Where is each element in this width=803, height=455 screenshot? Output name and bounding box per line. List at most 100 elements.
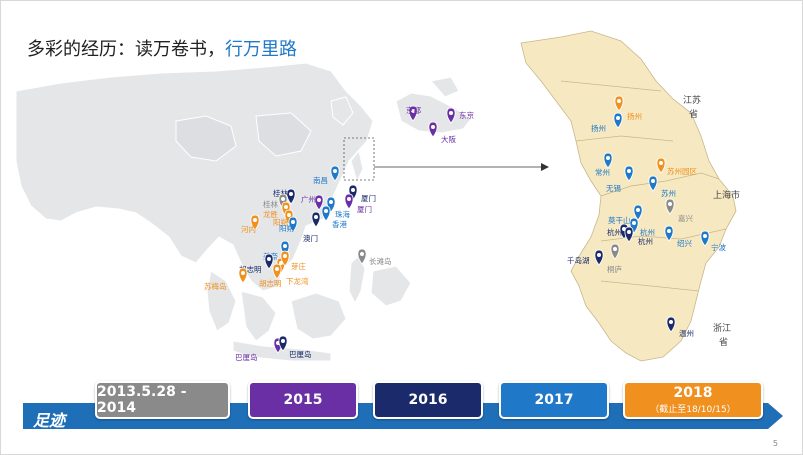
pin-label: 厦门 — [361, 194, 376, 203]
map-pin-icon — [624, 165, 634, 182]
map-pin-icon — [278, 335, 288, 352]
pin-hanoi: 河内 — [241, 214, 260, 234]
year-2018[interactable]: 2018 （截止至18/10/15） — [623, 381, 763, 419]
map-pin-icon — [408, 105, 418, 122]
pin-label: 无锡 — [606, 184, 621, 193]
pin-wenzhou: 温州 — [666, 316, 694, 338]
pin-label: 苏州园区 — [667, 166, 697, 176]
pin-label: 巴厘岛 — [235, 352, 258, 362]
pin-hcmc1: 胡志明 — [239, 253, 274, 274]
pin-xiamen2: 厦门 — [344, 193, 372, 214]
pin-label: 绍兴 — [677, 238, 692, 248]
pin-hongkong: 香港 — [321, 205, 347, 229]
label-jiangsu-sheng: 省 — [689, 108, 698, 120]
year-2015[interactable]: 2015 — [248, 381, 358, 419]
map-pin-icon — [666, 316, 676, 333]
year-2016-label: 2016 — [408, 392, 448, 408]
timeline: 足迹 2013.5.28 - 2014 2015 2016 2017 2018 … — [23, 381, 783, 433]
map-pin-icon — [665, 198, 675, 215]
pin-label: 下龙湾 — [286, 276, 309, 286]
pin-wuxi: 无锡 — [606, 165, 634, 193]
pin-jiaxing: 嘉兴 — [665, 198, 693, 223]
map-pin-icon — [288, 216, 298, 233]
title-accent: 行万里路 — [225, 39, 297, 60]
map-pin-icon — [272, 263, 282, 280]
pin-label: 阳朔 — [273, 217, 288, 227]
year-2017[interactable]: 2017 — [499, 381, 609, 419]
title-main: 多彩的经历：读万卷书， — [27, 39, 225, 60]
map-pin-icon — [624, 226, 634, 243]
label-jiangsu: 江苏 — [683, 94, 701, 106]
pin-yangzhou1: 扬州 — [614, 95, 642, 121]
pins-layer: 京都东京大阪南昌厦门厦门桂林桂林广州龙胜珠海香港澳门阳朔阳朔河内长滩岛美奈胡志明… — [204, 95, 726, 362]
pin-moganshan: 莫干山 — [608, 204, 643, 225]
year-2018-label: 2018 — [673, 385, 713, 401]
pin-label: 珠海 — [335, 209, 350, 219]
asia-map — [15, 62, 472, 362]
map-pin-icon — [594, 249, 604, 266]
map-pin-icon — [321, 205, 331, 222]
pin-label: 京都 — [406, 105, 421, 115]
year-2015-label: 2015 — [283, 392, 323, 408]
pin-label: 嘉兴 — [678, 213, 693, 223]
map-pin-icon — [357, 248, 367, 265]
map-pin-icon — [700, 230, 710, 247]
pin-label: 宁波 — [711, 242, 726, 252]
map-pin-icon — [238, 267, 248, 284]
pin-label: 桐庐 — [607, 264, 622, 274]
pin-label: 常州 — [595, 168, 610, 177]
pin-label: 香港 — [332, 219, 347, 229]
map-pin-icon — [664, 225, 674, 242]
map-pin-icon — [656, 157, 666, 174]
pin-label: 胡志明 — [239, 264, 262, 274]
pin-ningbo: 宁波 — [700, 230, 726, 252]
pin-label: 扬州 — [627, 111, 642, 121]
map-pin-icon — [311, 211, 321, 228]
pin-label: 温州 — [679, 329, 694, 338]
pin-sumeidao: 苏梅岛 — [204, 267, 248, 291]
slide-title: 多彩的经历：读万卷书，行万里路 — [27, 35, 297, 61]
pin-label: 胡志明 — [259, 278, 282, 288]
year-2016[interactable]: 2016 — [373, 381, 483, 419]
pin-changtan: 长滩岛 — [357, 248, 392, 266]
map-pin-icon — [280, 250, 290, 267]
pin-suzhou: 苏州 — [648, 175, 676, 198]
map-pin-icon — [344, 193, 354, 210]
pin-bali2: 巴厘岛 — [278, 335, 312, 359]
pin-yazhuang: 芽庄 — [280, 250, 306, 271]
year-2018-sub: （截止至18/10/15） — [650, 405, 736, 415]
timeline-label: 足迹 — [33, 411, 66, 430]
pin-label: 广州 — [301, 194, 316, 204]
jiangsu-zhejiang-map — [520, 30, 737, 362]
pin-nanchang: 南昌 — [313, 165, 340, 185]
pin-label: 长滩岛 — [369, 256, 392, 266]
label-zhejiang: 浙江 — [713, 322, 731, 334]
pin-label: 杭州 — [640, 227, 655, 237]
pin-label: 杭州 — [607, 227, 622, 237]
pin-guilin1: 桂林 — [273, 188, 296, 205]
pin-hangzhou3: 杭州 — [624, 226, 653, 246]
pin-label: 苏州 — [661, 188, 676, 198]
pin-label: 桂林 — [263, 199, 278, 209]
pin-label: 巴厘岛 — [289, 349, 312, 359]
map-pin-icon — [314, 194, 324, 211]
pin-guangzhou: 广州 — [301, 194, 324, 211]
pin-label: 龙胜 — [263, 209, 278, 219]
label-zhejiang-sheng: 省 — [719, 336, 728, 348]
pin-label: 千岛湖 — [567, 255, 590, 265]
year-2014[interactable]: 2013.5.28 - 2014 — [95, 381, 230, 419]
pin-yangshuo2: 阳朔 — [279, 216, 298, 233]
map-pin-icon — [603, 152, 613, 169]
pin-label: 芽庄 — [291, 261, 306, 271]
pin-kyoto: 京都 — [406, 105, 421, 122]
pin-yangzhou2: 扬州 — [591, 112, 623, 133]
map-pin-icon — [610, 243, 620, 260]
connector-arrowhead — [541, 163, 549, 171]
pin-label: 莫干山 — [608, 215, 631, 225]
pin-label: 大阪 — [441, 134, 456, 144]
map-pin-icon — [428, 121, 438, 138]
pin-label: 阳朔 — [279, 223, 294, 233]
map-pin-icon — [613, 112, 623, 129]
